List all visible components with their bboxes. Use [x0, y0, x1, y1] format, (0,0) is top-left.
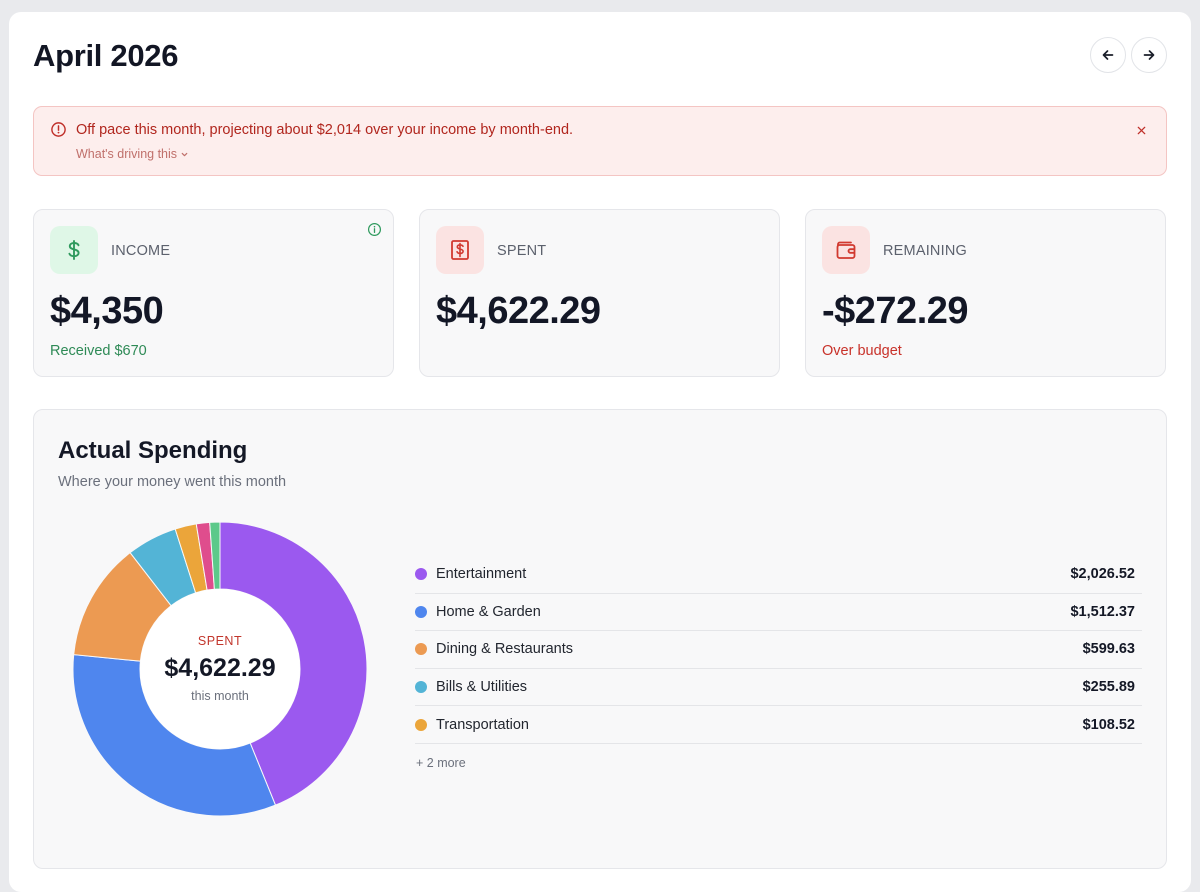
legend-color-dot [415, 643, 427, 656]
income-received: Received $670 [50, 343, 147, 359]
arrow-left-icon [1102, 50, 1114, 60]
actual-spending-panel: Actual Spending Where your money went th… [33, 409, 1167, 869]
legend-color-dot [415, 568, 427, 581]
spending-subtitle: Where your money went this month [58, 474, 287, 490]
legend-amount: $255.89 [1082, 679, 1135, 696]
legend-category-name: Entertainment [436, 566, 527, 583]
legend-amount: $1,512.37 [1070, 603, 1135, 620]
remaining-icon-tile [822, 226, 870, 274]
donut-svg [72, 521, 368, 817]
donut-center-value: $4,622.29 [164, 653, 276, 682]
close-icon [1137, 126, 1145, 134]
spent-value: $4,622.29 [436, 290, 601, 332]
wallet-icon [836, 241, 856, 259]
alert-close-button[interactable] [1132, 121, 1150, 139]
legend-item[interactable]: Entertainment $2,026.52 [415, 556, 1142, 594]
legend-item[interactable]: Transportation $108.52 [415, 706, 1142, 744]
alert-link-label: What's driving this [76, 147, 178, 161]
alert-message: Off pace this month, projecting about $2… [76, 122, 574, 138]
legend-amount: $2,026.52 [1070, 566, 1135, 583]
receipt-icon [451, 240, 469, 260]
spending-legend: Entertainment $2,026.52 Home & Garden $1,51… [415, 556, 1142, 744]
spent-label: SPENT [497, 243, 547, 259]
alert-circle-icon [51, 122, 66, 137]
over-budget-text: Over budget [822, 343, 902, 359]
remaining-value: -$272.29 [822, 290, 969, 332]
remaining-label: REMAINING [883, 243, 967, 259]
arrow-right-icon [1143, 50, 1155, 60]
next-month-button[interactable] [1131, 37, 1167, 73]
dollar-icon [68, 240, 80, 260]
whats-driving-this-link[interactable]: What's driving this [76, 147, 189, 161]
previous-month-button[interactable] [1090, 37, 1126, 73]
income-icon-tile [50, 226, 98, 274]
legend-color-dot [415, 605, 427, 618]
donut-center-label: SPENT [197, 633, 243, 648]
show-more-categories[interactable]: + 2 more [416, 756, 466, 770]
spent-icon-tile [436, 226, 484, 274]
info-icon[interactable] [367, 222, 382, 237]
legend-amount: $108.52 [1082, 716, 1135, 733]
legend-item[interactable]: Bills & Utilities $255.89 [415, 669, 1142, 707]
legend-color-dot [415, 681, 427, 694]
spending-title: Actual Spending [58, 437, 248, 464]
legend-item[interactable]: Home & Garden $1,512.37 [415, 594, 1142, 632]
chevron-down-icon [181, 152, 188, 156]
donut-hole [140, 589, 300, 749]
budget-page: April 2026 Off pace this month, projecti… [9, 12, 1191, 892]
legend-category-name: Bills & Utilities [436, 679, 528, 696]
legend-amount: $599.63 [1082, 641, 1135, 658]
spending-donut-chart: SPENT $4,622.29 this month [72, 521, 368, 817]
donut-center-sub: this month [191, 688, 249, 703]
legend-color-dot [415, 718, 427, 731]
spent-card: SPENT $4,622.29 [419, 209, 780, 377]
donut-center: SPENT $4,622.29 this month [73, 522, 367, 816]
page-title: April 2026 [33, 38, 179, 73]
income-value: $4,350 [50, 290, 164, 332]
legend-category-name: Home & Garden [436, 603, 541, 620]
remaining-card: REMAINING -$272.29 Over budget [805, 209, 1166, 377]
overspend-alert: Off pace this month, projecting about $2… [33, 106, 1167, 176]
income-card: INCOME $4,350 Received $670 [33, 209, 394, 377]
legend-category-name: Transportation [436, 716, 529, 733]
legend-category-name: Dining & Restaurants [436, 641, 574, 658]
legend-item[interactable]: Dining & Restaurants $599.63 [415, 631, 1142, 669]
income-label: INCOME [111, 243, 171, 259]
